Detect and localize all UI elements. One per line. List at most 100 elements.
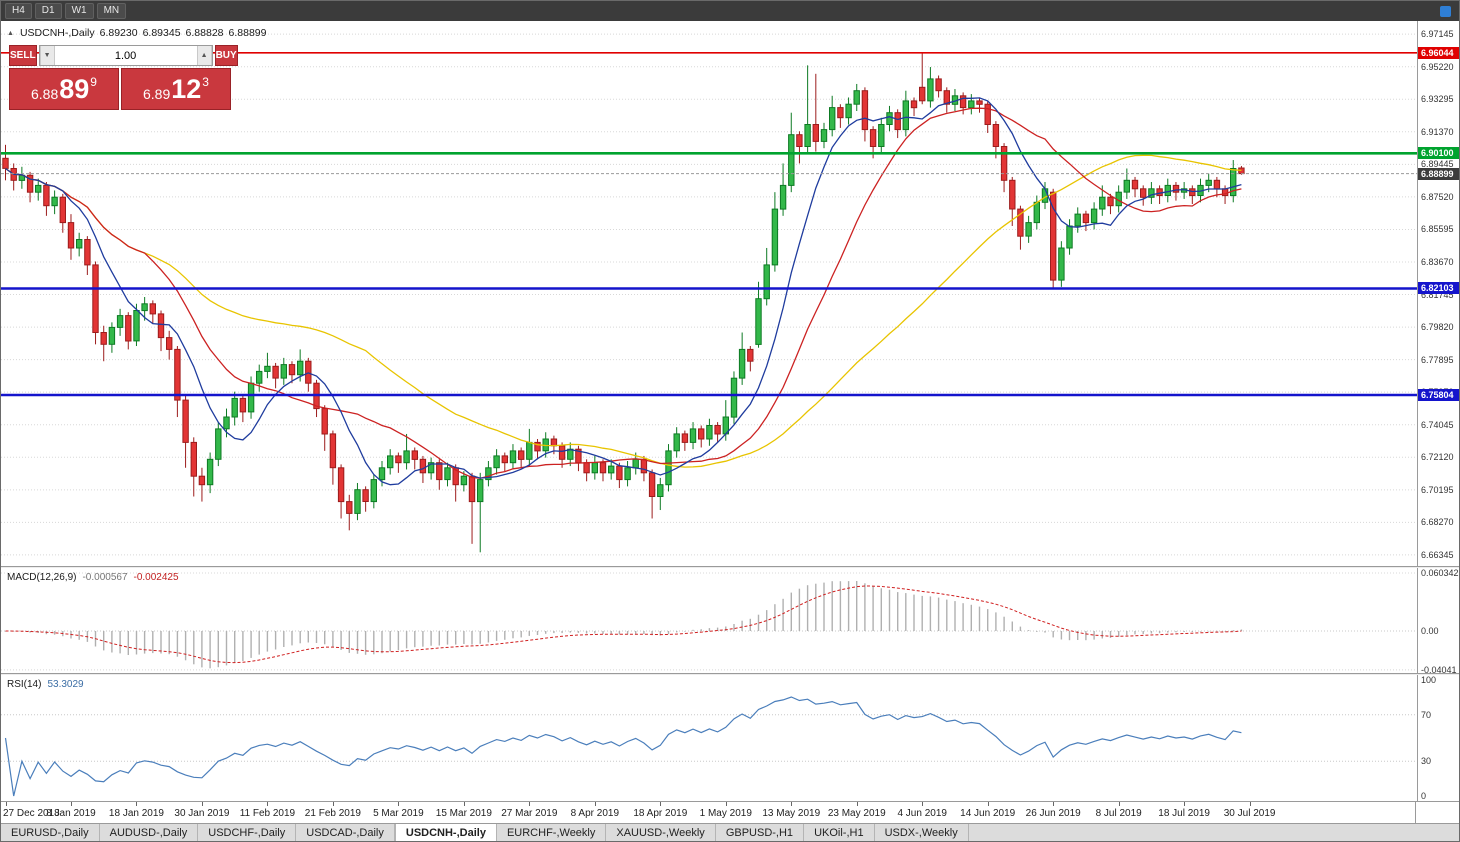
tab-usdchf-daily[interactable]: USDCHF-,Daily <box>198 824 297 841</box>
macd-scale-label: 0.060342 <box>1421 568 1459 578</box>
time-tick-label: 27 Mar 2019 <box>501 808 558 819</box>
buy-price-base: 6.89 <box>143 85 171 102</box>
time-tick <box>660 802 662 806</box>
time-tick-label: 5 Mar 2019 <box>373 808 424 819</box>
time-tick <box>987 802 989 806</box>
macd-histogram <box>4 581 1243 669</box>
volume-decrease-button[interactable]: ▼ <box>39 46 55 65</box>
rsi-canvas[interactable] <box>1 675 1417 801</box>
price-tick-label: 6.93295 <box>1421 94 1454 105</box>
tab-eurusd-daily[interactable]: EURUSD-,Daily <box>1 824 100 841</box>
sell-price-base: 6.88 <box>31 85 59 102</box>
time-tick <box>70 802 72 806</box>
macd-axis[interactable]: 0.060342 0.00 -0.04041 <box>1417 568 1459 673</box>
price-tick-label: 6.77895 <box>1421 354 1454 365</box>
ohlc-low: 6.88828 <box>185 27 224 39</box>
mid-ma-red-line <box>5 107 1242 479</box>
buy-button[interactable]: BUY <box>214 45 238 66</box>
price-tick-label: 6.68270 <box>1421 517 1454 528</box>
price-tick-label: 6.66345 <box>1421 549 1454 560</box>
axis-corner <box>1415 802 1459 823</box>
time-tick <box>1053 802 1055 806</box>
macd-value: -0.000567 <box>82 572 128 583</box>
sell-price-frac: 9 <box>90 75 97 89</box>
price-tick-label: 6.72120 <box>1421 452 1454 463</box>
time-tick <box>1249 802 1251 806</box>
timeframe-button-MN[interactable]: MN <box>96 3 127 19</box>
panel-resize-divider[interactable] <box>1 566 1459 568</box>
rsi-panel: 100 70 30 0 RSI(14) 53.3029 <box>1 675 1459 801</box>
volume-control: ▼ ▲ <box>38 45 213 66</box>
time-tick-label: 11 Feb 2019 <box>239 808 296 819</box>
time-tick <box>725 802 727 806</box>
timeframe-button-H4[interactable]: H4 <box>5 3 32 19</box>
macd-signal-line <box>5 585 1242 664</box>
panel-resize-divider[interactable] <box>1 673 1459 675</box>
time-tick-label: 30 Jul 2019 <box>1223 808 1276 819</box>
rsi-scale-label: 70 <box>1421 709 1432 720</box>
fast-ma-blue-line <box>5 97 1242 486</box>
rsi-label: RSI(14) 53.3029 <box>7 679 84 690</box>
time-tick-label: 23 May 2019 <box>827 808 886 819</box>
tab-audusd-daily[interactable]: AUDUSD-,Daily <box>100 824 199 841</box>
buy-price-big: 12 <box>171 74 202 104</box>
ohlc-open: 6.89230 <box>99 27 138 39</box>
time-tick-label: 21 Feb 2019 <box>304 808 361 819</box>
price-tick-label: 6.85595 <box>1421 224 1454 235</box>
tab-usdcnh-daily[interactable]: USDCNH-,Daily <box>394 824 497 841</box>
main-chart-canvas[interactable] <box>1 21 1417 566</box>
time-tick <box>922 802 924 806</box>
timeframe-button-D1[interactable]: D1 <box>34 3 62 19</box>
price-tick-label: 6.83670 <box>1421 256 1454 267</box>
macd-scale-label: -0.04041 <box>1421 664 1457 673</box>
price-tick-label: 6.70195 <box>1421 484 1454 495</box>
tab-eurchf-weekly[interactable]: EURCHF-,Weekly <box>497 824 607 841</box>
time-tick-label: 1 May 2019 <box>699 808 752 819</box>
one-click-panel-toggle-icon[interactable]: ▲ <box>7 29 14 37</box>
time-tick <box>398 802 400 806</box>
rsi-scale-label: 30 <box>1421 756 1432 767</box>
tab-gbpusd-h1[interactable]: GBPUSD-,H1 <box>716 824 805 841</box>
time-tick <box>791 802 793 806</box>
price-tick-label: 6.81745 <box>1421 289 1454 300</box>
rsi-value: 53.3029 <box>47 679 84 690</box>
time-tick <box>1118 802 1120 806</box>
sell-price-big: 89 <box>59 74 90 104</box>
sell-button[interactable]: SELL <box>9 45 37 66</box>
time-axis[interactable]: 27 Dec 2018 8 Jan 2019 18 Jan 2019 30 Jan 2… <box>1 801 1459 823</box>
time-tick-label: 26 Jun 2019 <box>1025 808 1081 819</box>
macd-canvas[interactable] <box>1 568 1417 673</box>
tab-ukoil-h1[interactable]: UKOil-,H1 <box>804 824 875 841</box>
price-tick-label: 6.89445 <box>1421 159 1454 170</box>
price-axis[interactable]: 6.97145 6.95220 6.93295 6.91370 6.89445 6.875… <box>1417 21 1459 566</box>
ohlc-high: 6.89345 <box>142 27 181 39</box>
tab-usdx-weekly[interactable]: USDX-,Weekly <box>875 824 969 841</box>
volume-increase-button[interactable]: ▲ <box>196 46 212 65</box>
time-tick-label: 15 Mar 2019 <box>435 808 492 819</box>
time-tick-label: 27 Dec 2018 <box>3 808 60 819</box>
macd-signal-value: -0.002425 <box>133 572 179 583</box>
ohlc-close: 6.88899 <box>228 27 267 39</box>
one-click-trading-panel: SELL ▼ ▲ BUY 6.88 89 9 6.89 12 3 <box>9 45 238 110</box>
candles-layer <box>2 52 1245 553</box>
buy-price-button[interactable]: 6.89 12 3 <box>121 68 231 110</box>
volume-input[interactable] <box>54 46 197 65</box>
time-tick-label: 8 Apr 2019 <box>570 808 619 819</box>
rsi-axis[interactable]: 100 70 30 0 <box>1417 675 1459 801</box>
time-tick-label: 13 May 2019 <box>762 808 821 819</box>
slow-ma-yellow-line <box>5 154 1242 468</box>
time-tick <box>594 802 596 806</box>
tab-usdcad-daily[interactable]: USDCAD-,Daily <box>296 824 395 841</box>
rsi-scale-label: 0 <box>1421 791 1427 801</box>
tab-xauusd-weekly[interactable]: XAUUSD-,Weekly <box>606 824 716 841</box>
support-green-line-badge: 6.90100 <box>1418 147 1459 160</box>
time-tick <box>267 802 269 806</box>
time-tick <box>5 802 7 806</box>
time-tick <box>136 802 138 806</box>
app-blue-icon[interactable] <box>1440 5 1451 17</box>
time-tick-label: 8 Jan 2019 <box>46 808 96 819</box>
sell-price-button[interactable]: 6.88 89 9 <box>9 68 119 110</box>
rsi-scale-label: 100 <box>1421 675 1437 685</box>
timeframe-button-W1[interactable]: W1 <box>64 3 94 19</box>
